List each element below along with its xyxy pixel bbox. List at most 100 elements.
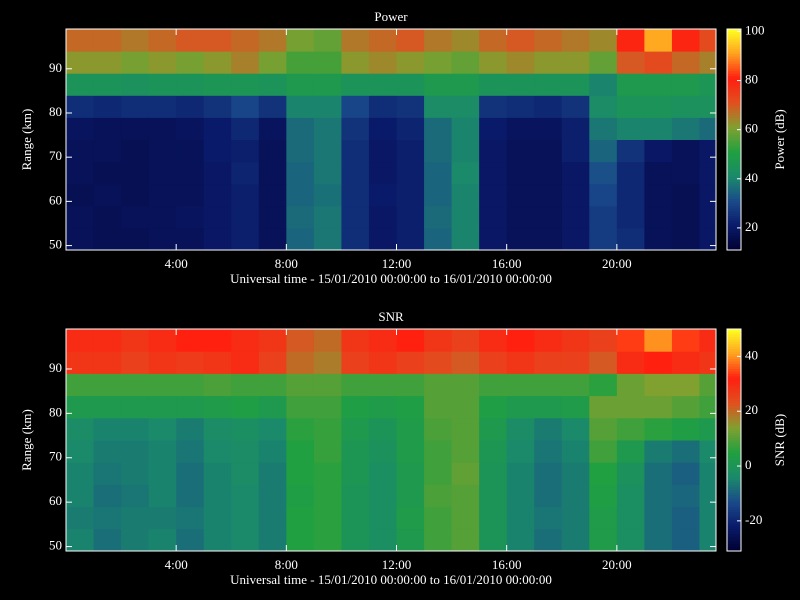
- heatmap-cell: [561, 528, 590, 552]
- heatmap-cell: [93, 506, 122, 530]
- heatmap-cell: [258, 183, 287, 207]
- heatmap-cell: [341, 51, 370, 74]
- heatmap-cell: [451, 117, 480, 140]
- heatmap-cell: [506, 117, 535, 140]
- heatmap-cell: [589, 227, 618, 251]
- heatmap-cell: [616, 205, 645, 229]
- heatmap-cell: [93, 227, 122, 251]
- heatmap-cell: [424, 417, 453, 441]
- heatmap-cell: [121, 506, 150, 530]
- heatmap-cell: [313, 227, 342, 251]
- heatmap-cell: [176, 484, 205, 508]
- colorbar-segment: [727, 191, 741, 195]
- heatmap-cell: [313, 351, 342, 374]
- heatmap-cell: [534, 417, 563, 441]
- colorbar-segment: [727, 361, 741, 365]
- colorbar-segment: [727, 440, 741, 443]
- heatmap-cell: [176, 95, 205, 118]
- colorbar-segment: [727, 514, 741, 517]
- heatmap-cell: [286, 205, 315, 229]
- heatmap-cell: [616, 51, 645, 74]
- heatmap-cell: [203, 484, 232, 508]
- heatmap-cell: [203, 329, 232, 352]
- heatmap-cell: [148, 329, 177, 352]
- heatmap-cell: [616, 227, 645, 251]
- heatmap-cell: [616, 417, 645, 441]
- heatmap-cell: [258, 373, 287, 397]
- heatmap-cell: [671, 528, 700, 552]
- heatmap-cell: [616, 484, 645, 508]
- x-tick-label: 4:00: [165, 256, 188, 271]
- heatmap-cell: [258, 29, 287, 52]
- heatmap-cell: [534, 161, 563, 185]
- heatmap-cell: [231, 395, 260, 419]
- heatmap-cell: [479, 417, 508, 441]
- heatmap-cell: [176, 440, 205, 463]
- heatmap-cell: [616, 161, 645, 185]
- colorbar-segment: [727, 141, 741, 145]
- heatmap-cell: [616, 73, 645, 96]
- heatmap-cell: [479, 161, 508, 185]
- heatmap-cell: [341, 161, 370, 185]
- heatmap-cell: [506, 205, 535, 229]
- colorbar-segment: [727, 462, 741, 466]
- heatmap-cell: [203, 161, 232, 185]
- heatmap-cell: [671, 506, 700, 530]
- heatmap-cell: [506, 139, 535, 163]
- heatmap-cell: [176, 29, 205, 52]
- heatmap-cell: [368, 417, 398, 441]
- heatmap-cell: [424, 329, 453, 352]
- colorbar-segment: [727, 447, 741, 451]
- heatmap-cell: [148, 51, 177, 74]
- heatmap-cell: [203, 373, 232, 397]
- heatmap-cell: [148, 183, 177, 207]
- colorbar-segment: [727, 430, 741, 434]
- colorbar-segment: [727, 420, 741, 424]
- heatmap-cell: [644, 73, 673, 96]
- heatmap-cell: [66, 484, 95, 508]
- colorbar-segment: [727, 132, 741, 136]
- heatmap-cell: [589, 183, 618, 207]
- heatmap-cell: [313, 484, 342, 508]
- heatmap-cell: [396, 440, 425, 463]
- heatmap-cell: [341, 205, 370, 229]
- colorbar-segment: [727, 405, 741, 409]
- heatmap-cell: [424, 73, 453, 96]
- heatmap-cell: [286, 417, 315, 441]
- heatmap-cell: [93, 528, 122, 552]
- heatmap-cell: [561, 73, 590, 96]
- heatmap-cell: [561, 161, 590, 185]
- heatmap-cell: [589, 440, 618, 463]
- heatmap-cell: [313, 440, 342, 463]
- colorbar-segment: [727, 173, 741, 177]
- x-tick-label: 8:00: [275, 557, 298, 572]
- heatmap-cell: [506, 440, 535, 463]
- colorbar-segment: [727, 415, 741, 419]
- heatmap-cell: [368, 51, 398, 74]
- heatmap-cell: [341, 139, 370, 163]
- colorbar-segment: [727, 230, 741, 234]
- heatmap-cell: [699, 484, 717, 508]
- heatmap-cell: [424, 205, 453, 229]
- heatmap-cell: [313, 528, 342, 552]
- heatmap-cell: [148, 227, 177, 251]
- heatmap-cell: [121, 117, 150, 140]
- heatmap-cell: [644, 329, 673, 352]
- heatmap-cell: [368, 484, 398, 508]
- colorbar-segment: [727, 432, 741, 436]
- heatmap-cell: [396, 227, 425, 251]
- colorbar-tick-label: 20: [745, 219, 758, 234]
- colorbar-segment: [727, 368, 741, 372]
- heatmap-cell: [231, 528, 260, 552]
- colorbar-segment: [727, 112, 741, 116]
- heatmap-cell: [93, 462, 122, 485]
- heatmap-cell: [286, 484, 315, 508]
- colorbar-segment: [727, 464, 741, 468]
- heatmap-cell: [616, 395, 645, 419]
- heatmap-cell: [231, 139, 260, 163]
- x-tick-label: 20:00: [602, 256, 632, 271]
- heatmap-cell: [176, 183, 205, 207]
- heatmap-cell: [396, 329, 425, 352]
- heatmap-cell: [148, 395, 177, 419]
- heatmap-cell: [148, 205, 177, 229]
